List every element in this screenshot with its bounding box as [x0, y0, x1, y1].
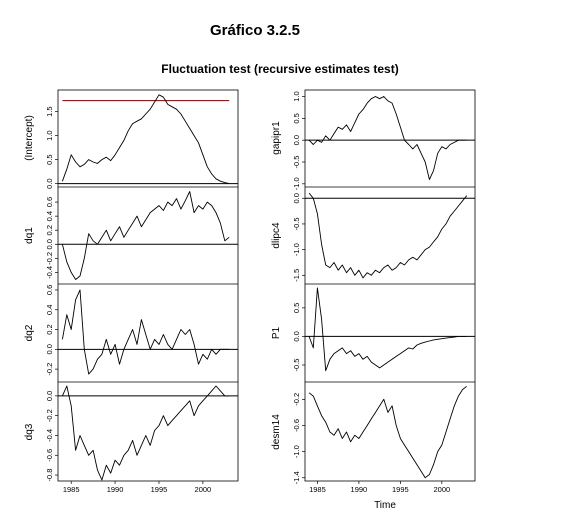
y-tick-label: 0.0 [45, 391, 54, 401]
panel-y-label: dq2 [24, 324, 35, 341]
y-tick-label: 0.5 [292, 303, 301, 313]
y-tick-label: 1.0 [292, 91, 301, 101]
y-tick-label: -0.5 [292, 217, 301, 230]
x-tick-label: 1985 [309, 485, 326, 494]
y-tick-label: -1.5 [292, 269, 301, 282]
panel-y-label: gapipr1 [271, 121, 282, 155]
y-tick-label: -0.2 [292, 393, 301, 406]
y-tick-label: -0.8 [45, 469, 54, 482]
y-tick-label: -0.5 [292, 156, 301, 169]
y-tick-label: -0.2 [45, 252, 54, 265]
x-tick-label: 1995 [151, 485, 168, 494]
y-tick-label: -0.6 [292, 419, 301, 432]
x-tick-label: 2000 [195, 485, 212, 494]
y-tick-label: 0.0 [292, 135, 301, 145]
panel-y-label: dq3 [24, 423, 35, 440]
y-tick-label: 0.4 [45, 211, 54, 221]
series-line [61, 191, 230, 280]
y-tick-label: 1.0 [45, 130, 54, 140]
y-tick-label: 0.0 [45, 178, 54, 188]
y-tick-label: 0.6 [45, 197, 54, 207]
column-frame-2 [304, 89, 476, 482]
x-tick-label: 1985 [63, 485, 80, 494]
series-line [308, 287, 467, 372]
y-tick-label: 0.4 [45, 305, 54, 315]
x-tick-label: 1990 [351, 485, 368, 494]
series-line [308, 192, 468, 279]
x-tick-label: 1990 [107, 485, 124, 494]
panel-y-label: dlipc4 [271, 222, 282, 249]
y-tick-label: 1.5 [45, 106, 54, 116]
column-frame-1 [57, 89, 239, 482]
series-line [61, 385, 230, 481]
chart-title: Fluctuation test (recursive estimates te… [161, 62, 399, 76]
y-tick-label: -1.4 [292, 471, 301, 484]
panel-y-label: (Intercept) [24, 115, 35, 161]
panel-y-label: desm14 [271, 414, 282, 450]
y-tick-label: -0.5 [292, 359, 301, 372]
series-line [61, 94, 230, 185]
y-tick-label: -1.0 [292, 445, 301, 458]
y-tick-label: 0.0 [292, 193, 301, 203]
figure-title: Gráfico 3.2.5 [209, 22, 301, 39]
series-line [308, 96, 467, 180]
y-tick-label: 0.5 [45, 154, 54, 164]
y-tick-label: 0.2 [45, 324, 54, 334]
y-tick-label: -0.2 [45, 363, 54, 376]
y-tick-label: 0.6 [45, 285, 54, 295]
y-tick-label: 0.5 [292, 113, 301, 123]
y-tick-label: -0.4 [45, 266, 54, 279]
panel-y-label: P1 [271, 326, 282, 339]
x-tick-label: 1995 [392, 485, 409, 494]
y-tick-label: -1.0 [292, 243, 301, 256]
series-line [308, 385, 467, 479]
y-tick-label: -1.0 [292, 177, 301, 190]
y-tick-label: 0.0 [292, 331, 301, 341]
y-tick-label: 0.0 [45, 239, 54, 249]
y-tick-label: -0.2 [45, 409, 54, 422]
y-tick-label: -0.6 [45, 449, 54, 462]
x-tick-label: 2000 [433, 485, 450, 494]
y-tick-label: -0.4 [45, 429, 54, 442]
chart-plot-area: 0.00.51.01.5(Intercept)-0.4-0.20.00.20.4… [24, 89, 476, 494]
y-tick-label: 0.2 [45, 225, 54, 235]
series-line [61, 289, 230, 375]
x-axis-label: Time [374, 500, 396, 511]
y-tick-label: 0.0 [45, 344, 54, 354]
panel-y-label: dq1 [24, 227, 35, 244]
